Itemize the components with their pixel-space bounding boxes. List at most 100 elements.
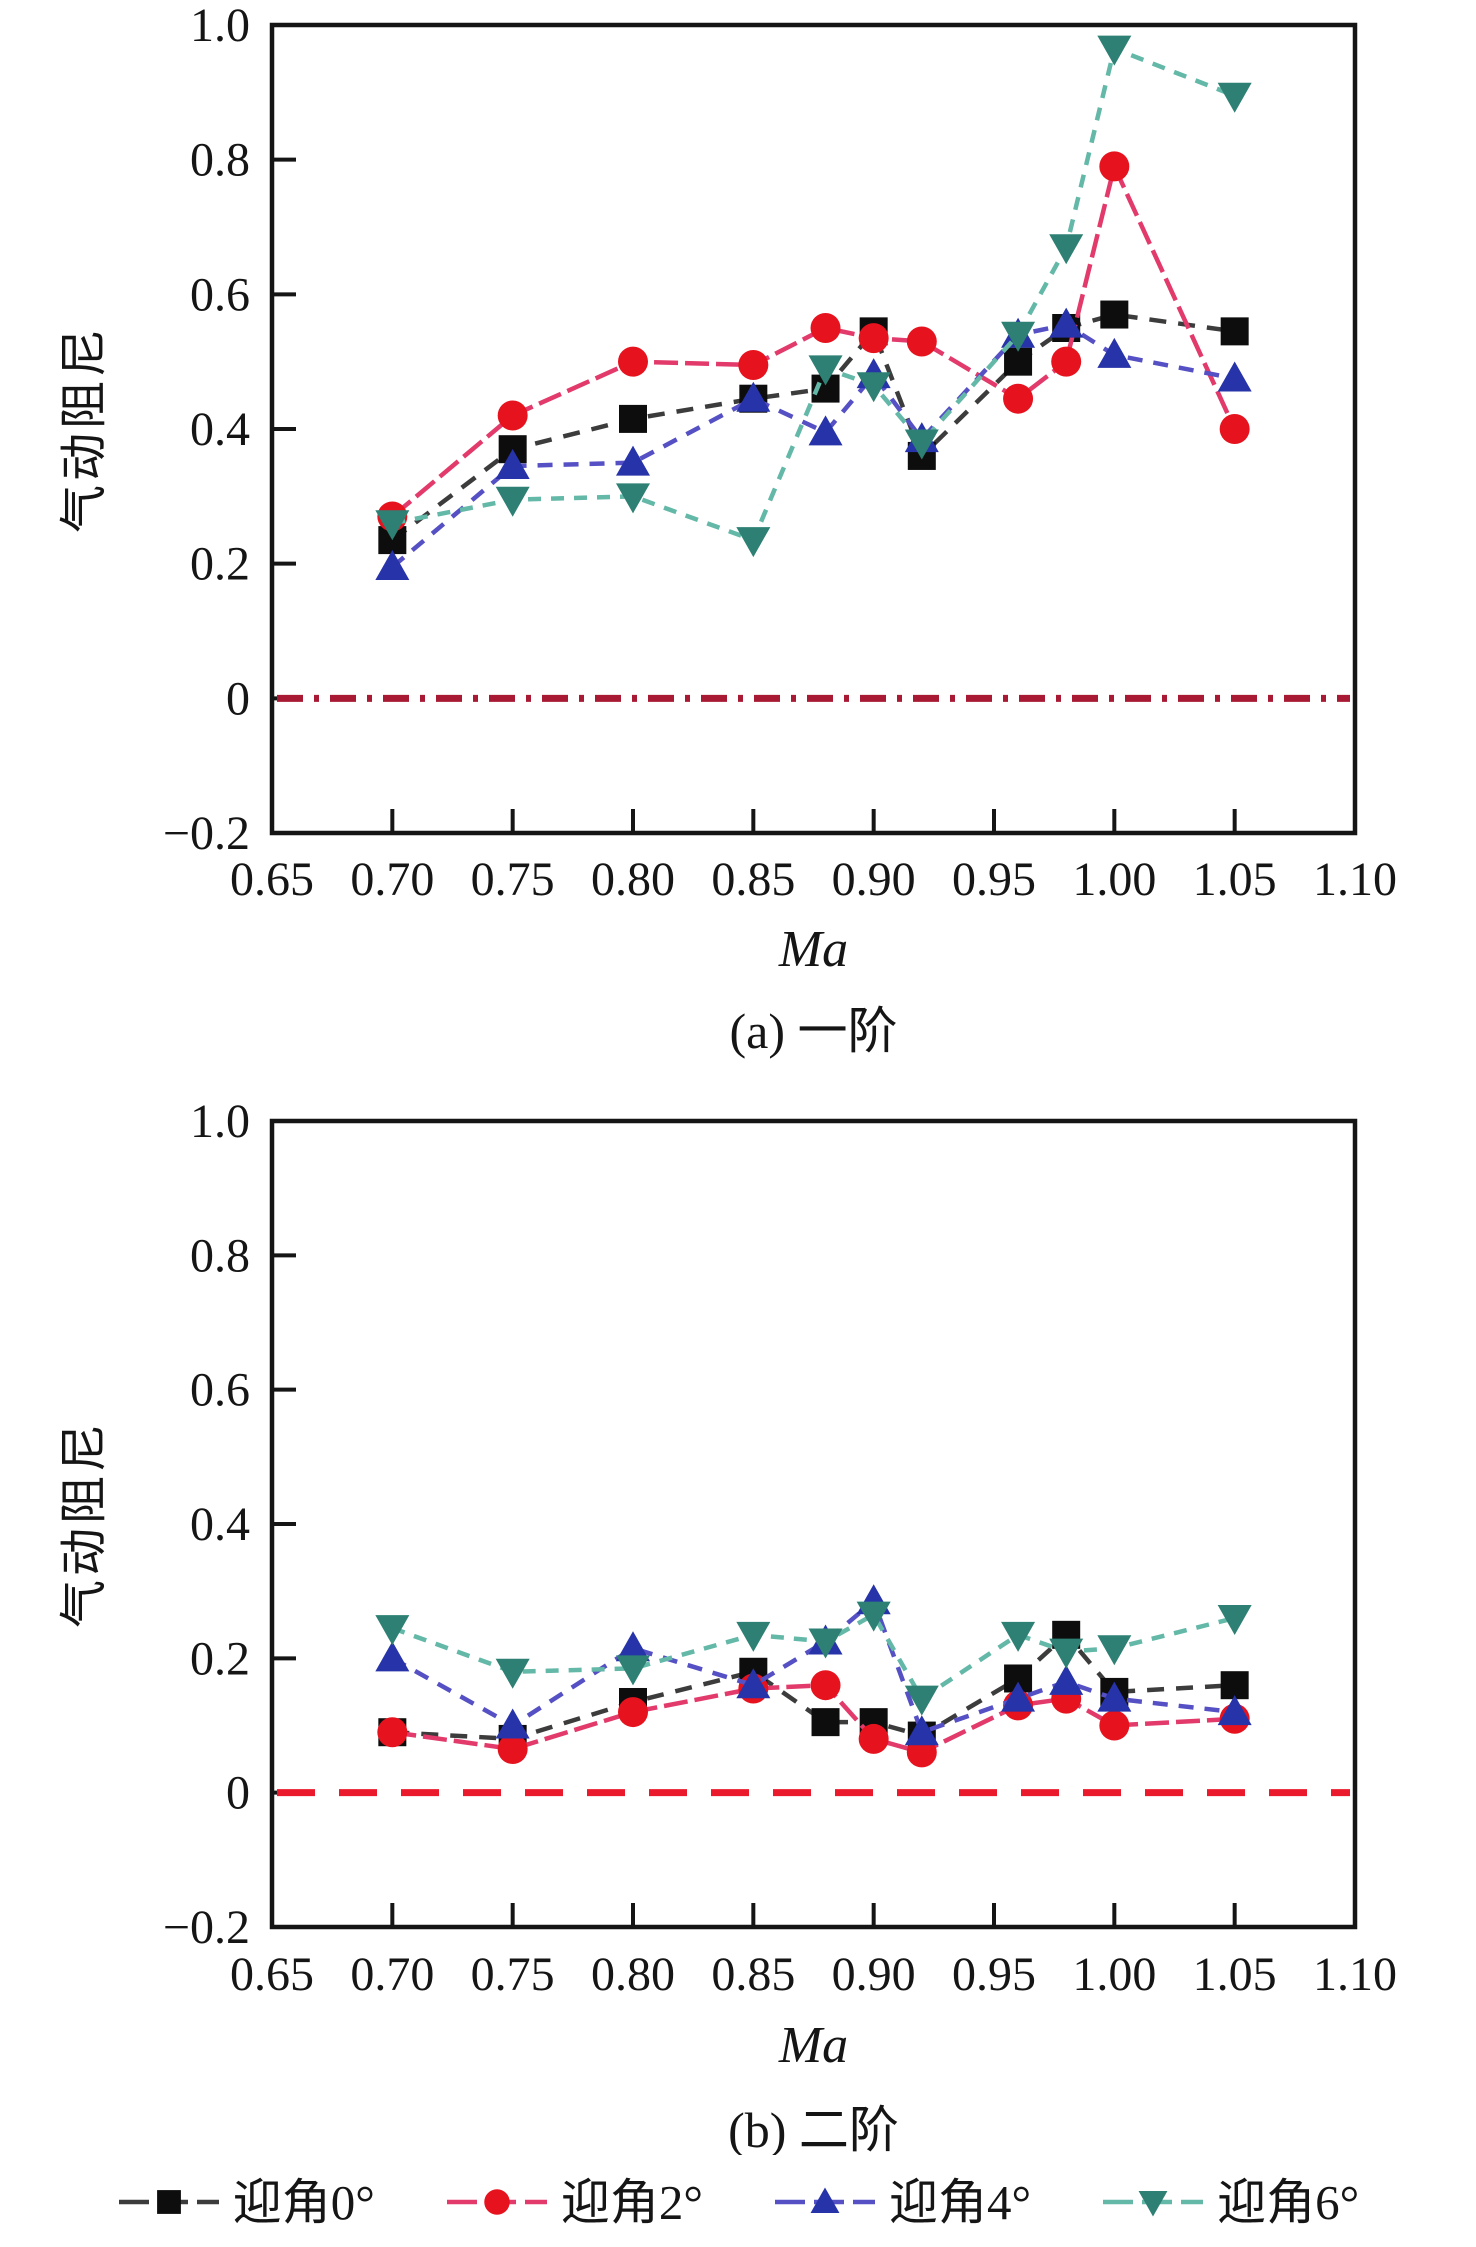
data-point-迎角6°: [1097, 35, 1132, 66]
data-point-迎角6°: [1049, 234, 1084, 265]
y-tick-label: 0.8: [190, 134, 250, 187]
data-point-迎角6°: [1217, 1605, 1252, 1636]
legend-label: 迎角2°: [560, 2174, 703, 2230]
data-point-迎角2°: [377, 1717, 408, 1748]
data-point-迎角4°: [1097, 337, 1132, 368]
data-point-迎角2°: [858, 323, 889, 354]
y-axis-label: 气动阻尼: [58, 325, 111, 533]
data-point-迎角4°: [495, 1708, 530, 1739]
x-tick-label: 0.75: [471, 1948, 555, 2001]
data-point-迎角6°: [808, 355, 843, 386]
data-point-迎角4°: [1049, 307, 1084, 338]
plot-frame: [269, 1118, 1358, 1930]
series-line-迎角4°: [390, 322, 1236, 569]
data-point-迎角6°: [616, 483, 650, 514]
y-tick-label: 0.2: [190, 538, 250, 591]
y-tick-label: 1.0: [190, 1095, 250, 1148]
data-point-迎角0°: [619, 404, 647, 433]
data-point-迎角6°: [1097, 1635, 1132, 1666]
legend: 迎角0° 迎角2° 迎角4° 迎角6°: [0, 2158, 1476, 2246]
data-point-迎角4°: [1217, 1695, 1252, 1726]
y-tick-label: 0: [226, 672, 250, 725]
x-axis-label: Ma: [778, 921, 848, 978]
chart-a-first-order: −0.2 0 0.2 0.4 0.6 0.8 1.0 0.65 0.70 0.75 0.80 0.85…: [58, 0, 1397, 1059]
x-axis-label: Ma: [778, 2017, 848, 2074]
data-point-迎角0°: [1100, 300, 1129, 329]
data-point-迎角6°: [375, 510, 410, 541]
x-tick-label: 0.65: [230, 853, 314, 906]
data-point-迎角2°: [906, 326, 937, 357]
x-tick-label: 1.10: [1313, 853, 1397, 906]
data-point-迎角6°: [904, 1685, 939, 1716]
y-tick-label: 0.4: [190, 403, 250, 456]
data-point-迎角4°: [736, 1668, 771, 1699]
x-tick-label: 0.80: [591, 853, 675, 906]
y-tick-label: −0.2: [163, 1901, 250, 1954]
data-point-迎角2°: [618, 1697, 648, 1728]
data-point-迎角4°: [616, 1631, 650, 1662]
series-line-迎角6°: [391, 1611, 1236, 1702]
data-point-迎角6°: [495, 1658, 530, 1689]
y-axis-label: 气动阻尼: [58, 1420, 111, 1628]
x-tick-label: 0.75: [471, 853, 555, 906]
data-point-迎角0°: [1220, 1671, 1249, 1700]
data-point-迎角2°: [1051, 346, 1082, 377]
legend-item-aoa-2: 迎角2°: [445, 2178, 703, 2227]
legend-marker-triangle-up: [810, 2187, 840, 2214]
data-point-迎角6°: [736, 1621, 771, 1652]
data-point-迎角6°: [856, 372, 891, 403]
legend-label: 迎角6°: [1217, 2174, 1360, 2230]
data-point-迎角6°: [736, 527, 771, 558]
data-point-迎角4°: [904, 1715, 939, 1746]
series-line-迎角0°: [390, 312, 1235, 542]
x-tick-label: 0.95: [952, 1948, 1036, 2001]
data-point-迎角2°: [1219, 414, 1250, 444]
data-point-迎角2°: [497, 1734, 528, 1765]
data-point-迎角6°: [616, 1655, 650, 1686]
chart-b-second-order: −0.2 0 0.2 0.4 0.6 0.8 1.0 0.65 0.70 0.75 0.80 0.85…: [58, 1095, 1397, 2155]
data-point-迎角2°: [497, 400, 528, 431]
data-point-迎角4°: [1097, 1681, 1132, 1712]
data-point-迎角6°: [904, 429, 939, 460]
data-point-迎角4°: [375, 1641, 410, 1672]
data-point-迎角2°: [810, 313, 841, 343]
y-tick-label: 0: [226, 1767, 250, 1820]
x-tick-label: 0.85: [711, 853, 795, 906]
data-point-迎角6°: [375, 1615, 410, 1646]
data-point-迎角6°: [808, 1628, 843, 1659]
y-tick-label: 0.4: [190, 1498, 250, 1551]
y-tick-label: 0.8: [190, 1229, 250, 1282]
legend-label: 迎角4°: [889, 2174, 1032, 2230]
x-tick-label: 1.00: [1072, 853, 1156, 906]
data-point-迎角0°: [811, 1708, 840, 1737]
x-tick-label: 0.95: [952, 853, 1036, 906]
data-point-迎角2°: [738, 350, 769, 381]
data-point-迎角0°: [1004, 347, 1033, 376]
data-point-迎角4°: [1217, 361, 1252, 392]
legend-marker-square: [118, 2190, 219, 2214]
data-point-迎角4°: [1001, 1681, 1036, 1712]
data-point-迎角2°: [1003, 383, 1034, 414]
x-tick-label: 0.70: [350, 853, 434, 906]
legend-marker-triangle-down: [1103, 2190, 1204, 2217]
data-point-迎角4°: [1049, 1664, 1084, 1695]
data-point-迎角2°: [858, 1723, 889, 1754]
legend-marker-circle: [446, 2189, 547, 2215]
data-point-迎角2°: [618, 346, 648, 377]
data-point-迎角4°: [495, 449, 530, 480]
x-tick-label: 0.70: [350, 1948, 434, 2001]
data-point-迎角2°: [1099, 151, 1130, 182]
data-point-迎角2°: [810, 1670, 841, 1701]
data-point-迎角6°: [1217, 82, 1252, 113]
data-point-迎角4°: [736, 381, 771, 412]
x-tick-label: 0.65: [230, 1948, 314, 2001]
y-tick-label: −0.2: [163, 807, 250, 860]
x-tick-label: 1.10: [1313, 1948, 1397, 2001]
data-point-迎角6°: [856, 1601, 891, 1632]
data-point-迎角2°: [1099, 1710, 1130, 1741]
legend-marker-triangle-up: [775, 2187, 875, 2214]
x-tick-label: 0.90: [832, 1948, 916, 2001]
legend-marker-square: [156, 2190, 181, 2214]
legend-label: 迎角0°: [232, 2174, 375, 2230]
